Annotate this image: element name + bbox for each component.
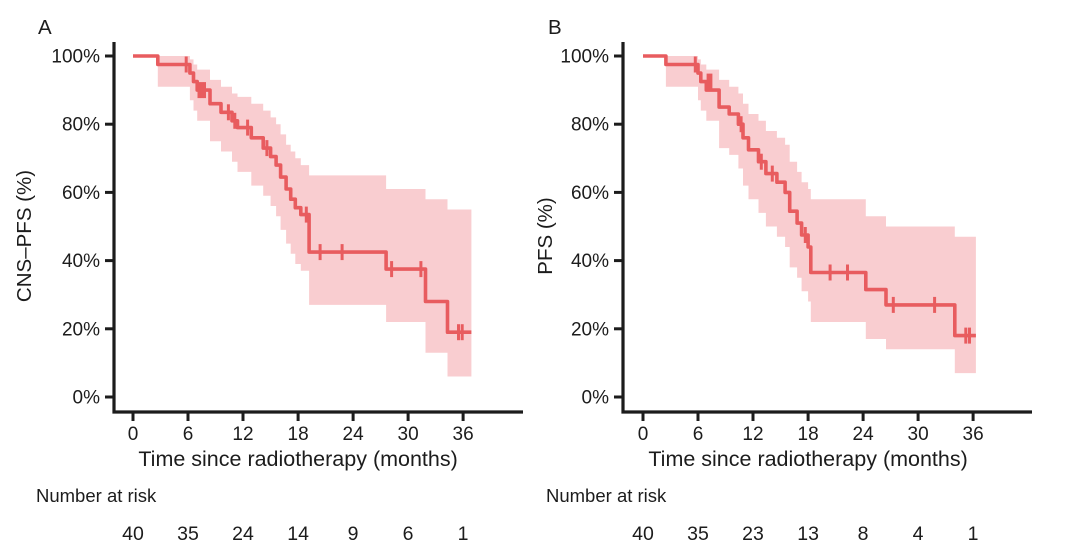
x-tick-label: 24 (343, 424, 365, 445)
axis-lines-b (621, 42, 1032, 414)
x-axis-title-a: Time since radiotherapy (months) (138, 447, 457, 471)
risk-count: 23 (742, 523, 764, 545)
risk-count: 35 (177, 523, 199, 545)
risk-table-label-b: Number at risk (546, 485, 667, 506)
km-curve-b (643, 54, 976, 338)
y-tick-label: 40% (62, 251, 100, 272)
risk-count: 24 (232, 523, 254, 545)
x-tick-label: 30 (908, 424, 929, 445)
confidence-band-b (665, 56, 976, 374)
x-tick-label: 36 (963, 424, 984, 445)
x-tick-label: 12 (232, 424, 253, 445)
risk-count: 1 (968, 523, 979, 545)
risk-count: 6 (403, 523, 414, 545)
x-tick-label: 0 (128, 424, 139, 445)
y-tick-label: 80% (62, 115, 100, 136)
y-tick-label: 20% (62, 319, 100, 340)
risk-count: 40 (632, 523, 654, 545)
y-tick-label: 0% (73, 388, 101, 409)
x-tick-label: 18 (798, 424, 819, 445)
risk-count: 1 (458, 523, 469, 545)
y-tick-label: 40% (571, 251, 609, 272)
y-tick-label: 0% (582, 388, 610, 409)
y-tick-label: 20% (571, 319, 609, 340)
axis-lines-a (112, 42, 523, 414)
panel-letter-a: A (38, 16, 52, 39)
x-tick-label: 24 (853, 424, 875, 445)
risk-table-label-a: Number at risk (36, 485, 157, 506)
y-axis-title-a: CNS–PFS (%) (13, 170, 36, 302)
risk-count: 4 (913, 523, 924, 545)
y-tick-label: 80% (571, 115, 609, 136)
y-tick-label: 60% (571, 183, 609, 204)
x-tick-label: 36 (453, 424, 474, 445)
risk-count: 40 (122, 523, 144, 545)
y-tick-label: 100% (51, 47, 100, 68)
risk-count: 35 (687, 523, 709, 545)
x-tick-label: 0 (638, 424, 649, 445)
y-tick-label: 60% (62, 183, 100, 204)
confidence-band-a (157, 56, 472, 377)
x-tick-label: 30 (398, 424, 419, 445)
x-tick-label: 12 (742, 424, 763, 445)
km-curve-a (133, 54, 472, 334)
x-axis-title-b: Time since radiotherapy (months) (648, 447, 967, 471)
risk-count: 14 (287, 523, 309, 545)
x-tick-label: 6 (183, 424, 194, 445)
risk-count: 9 (348, 523, 359, 545)
panel-letter-b: B (548, 16, 562, 39)
risk-count: 13 (797, 523, 819, 545)
y-tick-label: 100% (560, 47, 609, 68)
x-tick-label: 18 (288, 424, 309, 445)
risk-count: 8 (858, 523, 869, 545)
y-axis-title-b: PFS (%) (534, 197, 557, 274)
x-tick-label: 6 (693, 424, 704, 445)
